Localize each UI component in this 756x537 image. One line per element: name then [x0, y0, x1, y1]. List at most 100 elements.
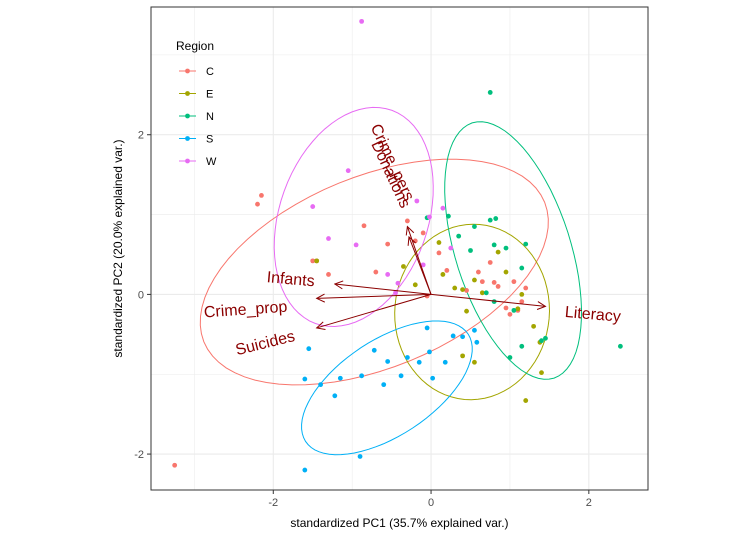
point-c — [420, 230, 426, 236]
y-tick-label: -2 — [134, 449, 144, 461]
point-e — [401, 264, 406, 269]
point-s — [424, 325, 430, 331]
point-e — [515, 306, 521, 312]
point-e — [472, 277, 477, 283]
x-tick-label: -2 — [268, 497, 278, 509]
arrow-literacy — [431, 293, 545, 306]
point-w — [420, 262, 426, 268]
point-e — [452, 285, 458, 291]
point-n — [487, 217, 493, 223]
point-c — [491, 280, 497, 285]
point-c — [503, 305, 509, 311]
point-s — [337, 375, 343, 381]
legend-label-n: N — [206, 111, 214, 123]
legend-label-c: C — [206, 66, 214, 78]
legend-title: Region — [176, 39, 214, 53]
point-e — [495, 249, 501, 255]
point-w — [427, 214, 432, 220]
point-e — [460, 287, 466, 293]
point-n — [483, 290, 489, 296]
arrow-label-infants: Infants — [266, 269, 315, 290]
arrow-donations — [409, 237, 432, 295]
point-e — [479, 290, 485, 296]
y-tick-label: 0 — [138, 289, 144, 301]
point-s — [359, 373, 365, 379]
point-s — [306, 346, 312, 352]
point-s — [381, 382, 387, 388]
point-c — [326, 272, 331, 277]
point-s — [442, 359, 448, 365]
point-e — [519, 292, 525, 297]
point-s — [332, 393, 338, 399]
arrow-crime-prop — [317, 294, 432, 298]
ellipse-s — [301, 320, 473, 456]
point-s — [427, 349, 432, 355]
point-c — [511, 279, 517, 285]
point-e — [472, 359, 477, 365]
point-e — [523, 398, 529, 403]
point-c — [523, 285, 529, 291]
point-w — [393, 290, 398, 296]
point-w — [353, 242, 359, 248]
plot-panel — [151, 7, 648, 490]
point-n — [511, 307, 517, 313]
point-s — [450, 333, 456, 339]
point-e — [464, 308, 469, 314]
point-n — [468, 248, 473, 253]
point-n — [487, 90, 493, 95]
arrow-label-crime-prop: Crime_prop — [203, 299, 288, 322]
point-w — [414, 198, 420, 204]
point-s — [371, 347, 377, 353]
point-s — [472, 327, 477, 333]
point-n — [617, 343, 623, 349]
x-axis-title: standardized PC1 (35.7% explained var.) — [290, 516, 508, 530]
point-n — [491, 242, 497, 248]
point-n — [519, 265, 525, 271]
ellipse-w — [273, 106, 434, 328]
point-s — [460, 334, 466, 340]
point-w — [385, 272, 391, 277]
point-e — [531, 323, 537, 329]
point-w — [440, 205, 446, 211]
point-w — [310, 204, 316, 209]
legend-key-point-w — [185, 158, 190, 164]
legend-key-point-c — [185, 68, 190, 74]
point-w — [395, 280, 401, 286]
point-n — [472, 224, 477, 229]
point-e — [460, 353, 466, 359]
point-c — [436, 250, 442, 256]
loading-arrows — [317, 227, 546, 328]
point-n — [523, 241, 529, 247]
point-s — [474, 339, 480, 345]
panel-border — [150, 6, 649, 491]
legend-label-e: E — [206, 89, 213, 101]
legend-label-w: W — [206, 156, 217, 168]
point-w — [359, 18, 365, 24]
point-c — [404, 218, 410, 224]
point-s — [302, 467, 308, 473]
ellipse-n — [444, 121, 583, 380]
point-s — [404, 355, 410, 360]
point-c — [464, 288, 469, 293]
point-n — [493, 216, 499, 221]
point-c — [385, 241, 391, 247]
point-c — [255, 201, 260, 207]
point-c — [507, 311, 513, 317]
point-e — [436, 240, 442, 245]
major-gridlines — [151, 7, 648, 490]
legend-label-s: S — [206, 134, 213, 146]
x-tick-label: 0 — [428, 497, 434, 509]
axis-ticks: -2 0 2 -2 0 2 — [134, 130, 592, 509]
point-n — [446, 213, 451, 219]
y-axis-title: standardized PC2 (20.0% explained var.) — [111, 139, 125, 357]
point-e — [539, 370, 544, 376]
x-tick-label: 2 — [586, 497, 592, 509]
point-s — [318, 382, 324, 388]
legend-key-point-n — [185, 113, 190, 119]
legend-key-point-e — [185, 91, 190, 96]
point-c — [259, 193, 264, 198]
point-c — [412, 238, 418, 244]
point-c — [479, 279, 485, 285]
point-w — [345, 168, 351, 174]
